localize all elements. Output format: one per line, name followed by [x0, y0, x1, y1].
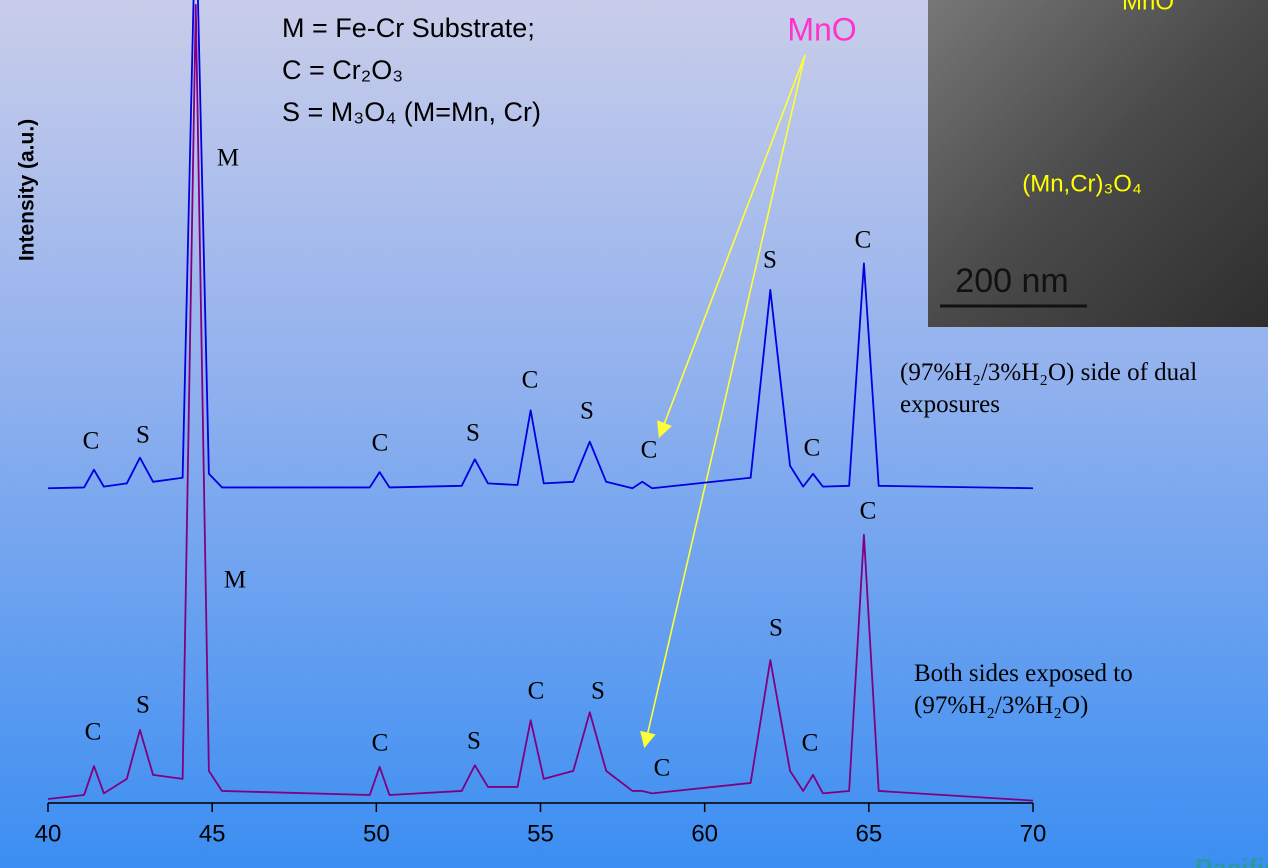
peak-label: C [802, 730, 819, 757]
peak-label: C [85, 719, 102, 746]
peak-label: S [136, 692, 150, 719]
x-tick-label: 70 [1020, 820, 1047, 847]
x-tick-label: 60 [691, 820, 718, 847]
key: M = Fe-Cr Substrate; C = Cr₂O₃ S = M₃O₄ … [282, 13, 541, 127]
peak-label: C [855, 227, 872, 254]
series-label: Both sides exposed to (97%H₂/3%H₂O) [914, 658, 1254, 722]
key-line: C = Cr₂O₃ [282, 55, 403, 85]
peak-label: S [591, 678, 605, 705]
x-tick-label: 45 [199, 820, 226, 847]
x-tick-label: 55 [527, 820, 554, 847]
peak-label: C [641, 437, 658, 464]
peak-label: S [136, 422, 150, 449]
peak-label: C [372, 730, 389, 757]
x-tick-label: 65 [855, 820, 882, 847]
y-axis-label: Intensity (a.u.) [16, 119, 39, 261]
x-tick-label: 50 [363, 820, 390, 847]
key-line: M = Fe-Cr Substrate; [282, 13, 535, 43]
series-line [48, 0, 1033, 488]
peak-label: S [467, 728, 481, 755]
peak-label: C [528, 678, 545, 705]
peak-label: C [804, 435, 821, 462]
page: {"chart_data": { "type": "line", "y_labe… [0, 0, 1268, 868]
inset-label: MnO [1122, 0, 1174, 15]
inset: MnO (Mn,Cr)₃O₄ 200 nm [928, 0, 1268, 327]
peak-label: M [217, 145, 239, 172]
peak-label: S [466, 420, 480, 447]
arrow [660, 55, 805, 435]
peak-label: C [83, 428, 100, 455]
annotation: MnO [787, 11, 856, 47]
inset-label: (Mn,Cr)₃O₄ [1022, 170, 1142, 197]
key-line: S = M₃O₄ (M=Mn, Cr) [282, 97, 541, 127]
x-tick-label: 40 [35, 820, 62, 847]
chart: Intensity (a.u.) M = Fe-Cr Substrate; C … [0, 0, 1268, 868]
peak-label: C [654, 755, 671, 782]
footer: Pacific Northwest [1195, 853, 1268, 868]
peak-label: M [224, 567, 246, 594]
scale-bar-label: 200 nm [955, 262, 1068, 300]
peak-label: S [769, 615, 783, 642]
peak-label: S [580, 398, 594, 425]
peak-label: C [522, 367, 539, 394]
peak-label: C [860, 498, 877, 525]
peak-label: C [372, 430, 389, 457]
peak-label: S [763, 247, 777, 274]
series-label: (97%H₂/3%H₂O) side of dual exposures [900, 357, 1268, 421]
